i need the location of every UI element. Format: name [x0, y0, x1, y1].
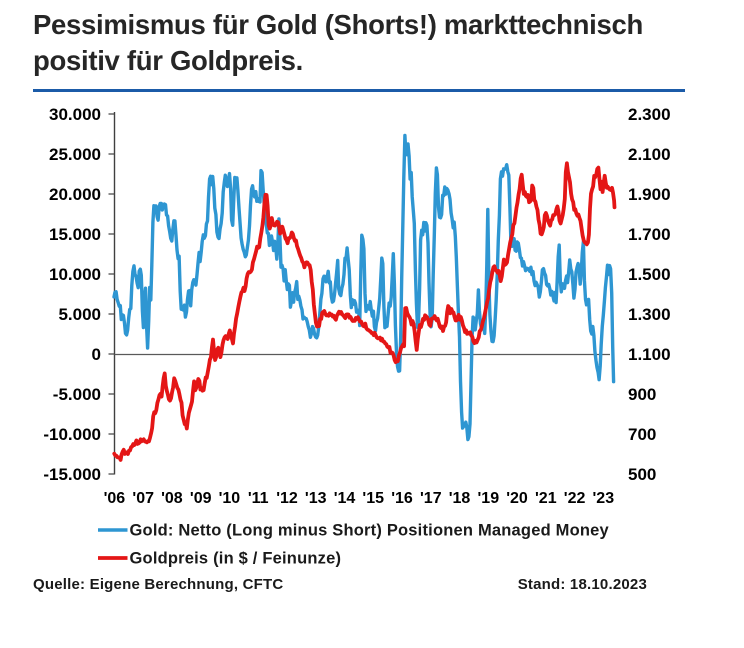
svg-text:25.000: 25.000: [49, 145, 101, 164]
svg-text:0: 0: [92, 345, 101, 364]
svg-text:5.000: 5.000: [58, 305, 101, 324]
svg-text:'14: '14: [334, 490, 356, 507]
svg-text:'18: '18: [449, 490, 471, 507]
svg-text:2.300: 2.300: [628, 105, 671, 124]
svg-text:'17: '17: [420, 490, 442, 507]
svg-text:-10.000: -10.000: [43, 425, 101, 444]
svg-text:'19: '19: [477, 490, 499, 507]
svg-text:10.000: 10.000: [49, 265, 101, 284]
svg-text:1.100: 1.100: [628, 345, 671, 364]
svg-text:'12: '12: [276, 490, 298, 507]
svg-text:20.000: 20.000: [49, 185, 101, 204]
svg-text:'13: '13: [305, 490, 327, 507]
svg-text:'15: '15: [362, 490, 384, 507]
svg-text:700: 700: [628, 425, 656, 444]
svg-text:'06: '06: [104, 490, 126, 507]
svg-text:'23: '23: [592, 490, 614, 507]
svg-text:-15.000: -15.000: [43, 465, 101, 484]
svg-text:Gold: Netto (Long minus Short): Gold: Netto (Long minus Short) Positione…: [130, 522, 610, 540]
svg-text:'22: '22: [564, 490, 586, 507]
svg-text:'08: '08: [161, 490, 183, 507]
svg-text:1.300: 1.300: [628, 305, 671, 324]
svg-text:Quelle: Eigene Berechnung, CFT: Quelle: Eigene Berechnung, CFTC: [33, 576, 283, 593]
svg-text:500: 500: [628, 465, 656, 484]
svg-text:-5.000: -5.000: [53, 385, 101, 404]
svg-text:2.100: 2.100: [628, 145, 671, 164]
svg-text:'07: '07: [132, 490, 154, 507]
svg-text:1.900: 1.900: [628, 185, 671, 204]
svg-text:'09: '09: [190, 490, 212, 507]
svg-text:Stand: 18.10.2023: Stand: 18.10.2023: [518, 576, 647, 593]
svg-text:'21: '21: [535, 490, 557, 507]
svg-text:900: 900: [628, 385, 656, 404]
svg-text:'20: '20: [506, 490, 528, 507]
svg-text:1.500: 1.500: [628, 265, 671, 284]
svg-text:'11: '11: [248, 490, 269, 507]
svg-text:Goldpreis (in $ / Feinunze): Goldpreis (in $ / Feinunze): [130, 550, 342, 568]
svg-text:1.700: 1.700: [628, 225, 671, 244]
svg-text:'16: '16: [391, 490, 413, 507]
svg-text:15.000: 15.000: [49, 225, 101, 244]
svg-text:'10: '10: [219, 490, 241, 507]
svg-text:30.000: 30.000: [49, 105, 101, 124]
